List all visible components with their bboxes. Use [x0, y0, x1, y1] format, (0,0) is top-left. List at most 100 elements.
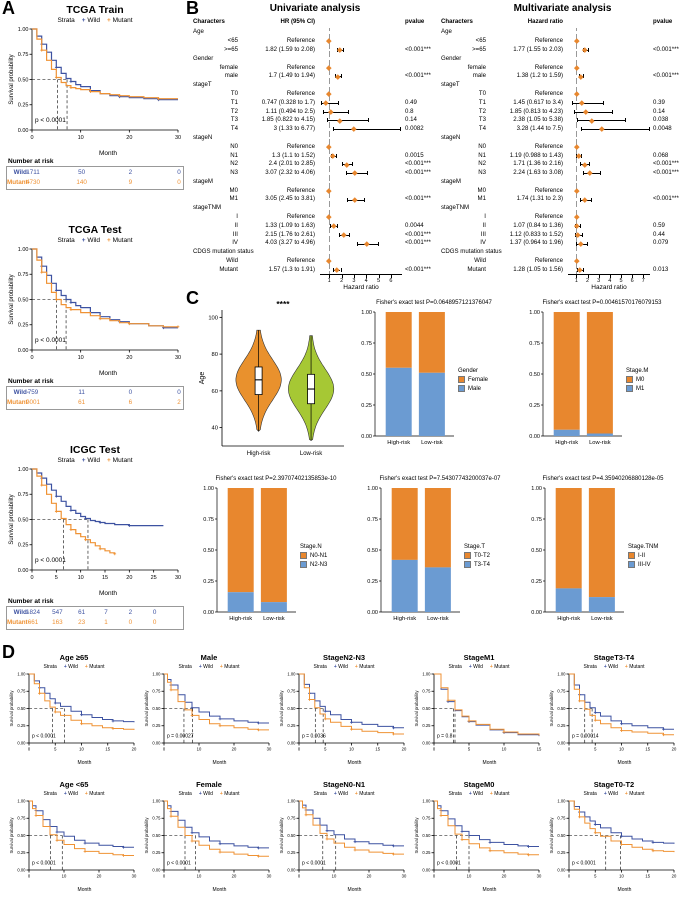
- x-tick-label: 0: [30, 575, 33, 581]
- y-tick-label: 0.00: [367, 610, 378, 616]
- legend-title: Strata: [313, 790, 327, 797]
- forest-pvalue: <0.001***: [405, 169, 431, 177]
- forest-row-label: stageT: [193, 81, 212, 89]
- forest-estimate: Reference: [286, 213, 315, 221]
- forest-estimate: 1.38 (1.2 to 1.59): [516, 72, 563, 80]
- forest-row: Gender: [440, 54, 685, 64]
- forest-row-label: T3: [230, 116, 238, 124]
- forest-estimate: 1.19 (0.988 to 1.43): [509, 151, 563, 159]
- km-svg: 1.00 0.75 0.50 0.25 0.000 5 10 15 20 Survival pro…: [279, 671, 407, 751]
- censor-mark: [111, 726, 115, 730]
- plus-marker-icon: +: [603, 790, 607, 797]
- forest-row-label: N2: [478, 160, 486, 168]
- risk-value: 6: [128, 399, 133, 407]
- forest-row: T4 3.28 (1.44 to 7.5) 0.0048: [440, 124, 685, 134]
- bar-chart-title: Fisher's exact test P=4.35940206880128e-…: [542, 476, 664, 482]
- legend-item: + Wild: [63, 790, 78, 797]
- legend-item: + Wild: [81, 237, 101, 245]
- risk-value: 140: [76, 179, 87, 187]
- forest-row-label: Age: [441, 28, 452, 36]
- violin-svg: 40 60 80 100 Age High-risk Low-risk ****: [199, 299, 344, 457]
- forest-plot-cell: [320, 124, 402, 134]
- risk-value: 0: [152, 619, 157, 627]
- plus-marker-icon: +: [198, 663, 202, 670]
- strata-legend: Strata + Wild + Mutant: [548, 791, 680, 797]
- category-label: High-risk: [557, 616, 580, 622]
- forest-plot-cell: [320, 89, 402, 99]
- forest-pvalue: <0.001***: [405, 72, 431, 80]
- x-tick-label: 10: [349, 746, 354, 751]
- forest-pvalue: <0.001***: [405, 195, 431, 203]
- censor-mark: [176, 325, 180, 329]
- forest-row: Age: [440, 28, 685, 37]
- bar-top-segment: [391, 488, 418, 560]
- forest-estimate: 1.77 (1.55 to 2.03): [513, 45, 563, 53]
- risk-value: 2001: [25, 399, 41, 407]
- plot-title: Age <65: [59, 780, 89, 789]
- bar-bottom-segment: [588, 597, 615, 612]
- forest-row-label: <65: [227, 37, 238, 45]
- y-tick-label: 0.25: [203, 579, 214, 585]
- forest-row-label: N0: [478, 142, 486, 150]
- censor-mark: [257, 846, 260, 849]
- y-tick-label: 0.75: [203, 517, 214, 523]
- risk-table-row: Wild- 1824 547 61 7 2 0: [7, 608, 183, 618]
- axis-tick-label: 6: [389, 278, 393, 285]
- forest-row: stageTNM: [192, 203, 438, 213]
- km-plot-tcga-test: TCGA Test Strata + Wild + Mutant 1.00 0.75 0.5…: [6, 224, 184, 411]
- x-tick-label: 0: [568, 746, 571, 751]
- y-tick-label: 0.50: [18, 77, 29, 83]
- censor-mark: [54, 494, 58, 498]
- forest-pvalue: 0.0044: [405, 221, 424, 229]
- censor-mark: [40, 48, 44, 52]
- km-plot-stage-t3t4: StageT3-T4 Strata + Wild + Mutant 1.00 0.75 0.…: [548, 653, 680, 765]
- forest-plot-cell: [320, 98, 402, 108]
- censor-mark: [460, 829, 464, 833]
- forest-plot-cell: [320, 115, 402, 125]
- hazard-ratio-point: [340, 232, 346, 238]
- panel-b-label: B: [186, 0, 199, 18]
- forest-plot-cell: [568, 98, 650, 108]
- bar-chart-body: 1.00 0.75 0.50 0.25 0.00 High-risk Low-risk Sta…: [520, 307, 684, 453]
- forest-estimate: 3.07 (2.32 to 4.06): [265, 169, 315, 177]
- plot-title: StageT3-T4: [593, 653, 635, 662]
- forest-row-label: N1: [230, 151, 238, 159]
- forest-plot-cell: [320, 265, 402, 275]
- forest-row: >=65 1.77 (1.55 to 2.03) <0.001***: [440, 45, 685, 55]
- forest-estimate: Reference: [534, 257, 563, 265]
- forest-row-label: stageN: [193, 133, 213, 141]
- censor-mark: [83, 841, 87, 845]
- censor-mark: [127, 524, 131, 528]
- plus-marker-icon: +: [81, 237, 86, 245]
- x-axis-label: Month: [347, 886, 362, 893]
- y-tick-label: 1.00: [529, 310, 540, 316]
- plus-marker-icon: +: [219, 663, 223, 670]
- legend-item: + Mutant: [624, 663, 645, 670]
- y-tick-label: 0.25: [152, 723, 161, 728]
- hazard-ratio-point: [587, 170, 593, 176]
- x-tick-label: 5: [594, 873, 597, 878]
- risk-value: 547: [52, 609, 63, 617]
- censor-mark: [157, 97, 160, 101]
- forest-estimate: Reference: [534, 213, 563, 221]
- hazard-ratio-point: [337, 117, 343, 123]
- censor-mark: [69, 86, 73, 90]
- censor-mark: [527, 844, 530, 848]
- x-tick-label: 30: [175, 575, 181, 581]
- x-tick-label: 0: [298, 873, 301, 878]
- censor-mark: [662, 727, 665, 731]
- legend-item: + Wild: [81, 457, 101, 465]
- censor-mark: [98, 521, 102, 524]
- risk-row-label: Mutant-: [7, 619, 30, 627]
- forest-header-row: Characters Hazard ratio pvalue: [440, 17, 685, 28]
- mutant-survival-curve: [299, 800, 404, 855]
- y-tick-label: 1.00: [203, 486, 214, 492]
- y-tick-label: 0.00: [531, 610, 542, 616]
- plus-marker-icon: +: [84, 663, 88, 670]
- reference-point: [573, 188, 579, 194]
- forest-row-label: CDGS mutation status: [193, 248, 254, 256]
- forest-row: N2 2.4 (2.01 to 2.85) <0.001***: [192, 159, 438, 169]
- x-tick-label: 15: [537, 746, 542, 751]
- forest-plot-cell: [568, 168, 650, 178]
- legend-item: + Mutant: [107, 237, 133, 245]
